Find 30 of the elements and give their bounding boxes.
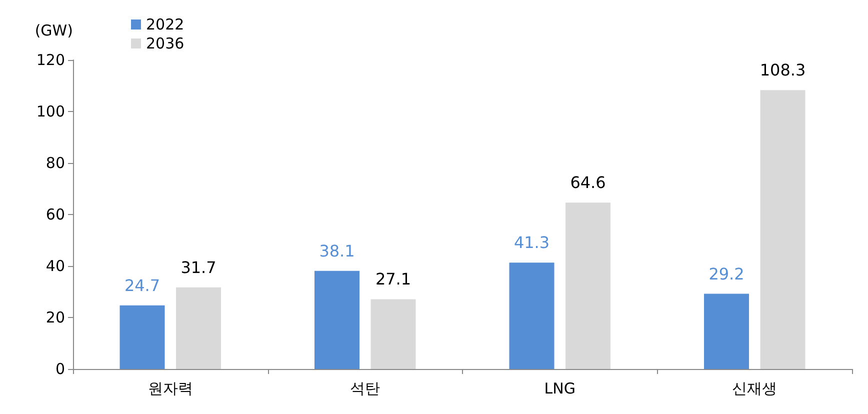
data-label: 41.3: [514, 233, 550, 252]
y-tick-label: 120: [36, 51, 65, 69]
y-tick-label: 0: [55, 360, 65, 378]
data-label: 38.1: [319, 241, 355, 260]
bar: [176, 287, 221, 369]
y-tick-label: 40: [46, 257, 65, 275]
y-tick-label: 80: [46, 154, 65, 172]
y-axis-title: (GW): [34, 22, 73, 40]
data-label: 64.6: [570, 173, 606, 192]
x-tick-label: 석탄: [350, 380, 380, 398]
bar: [314, 270, 360, 369]
data-label: 31.7: [180, 258, 216, 277]
legend-label: 2022: [146, 16, 184, 34]
data-label: 108.3: [760, 60, 806, 80]
bar: [370, 299, 416, 369]
bar: [120, 305, 165, 369]
bar: [704, 294, 749, 369]
x-tick-label: 신재생: [732, 380, 778, 398]
legend-label: 2036: [146, 34, 184, 52]
data-label: 24.7: [124, 276, 160, 295]
data-label: 29.2: [708, 264, 744, 284]
y-tick-label: 60: [46, 206, 65, 224]
y-tick-label: 20: [46, 308, 65, 326]
bar: [566, 202, 610, 369]
x-tick-label: LNG: [544, 380, 576, 398]
data-label: 27.1: [375, 270, 412, 289]
bar: [509, 262, 554, 369]
bar: [760, 90, 806, 369]
y-tick-label: 100: [36, 102, 65, 120]
x-tick-label: 원자력: [148, 380, 193, 398]
